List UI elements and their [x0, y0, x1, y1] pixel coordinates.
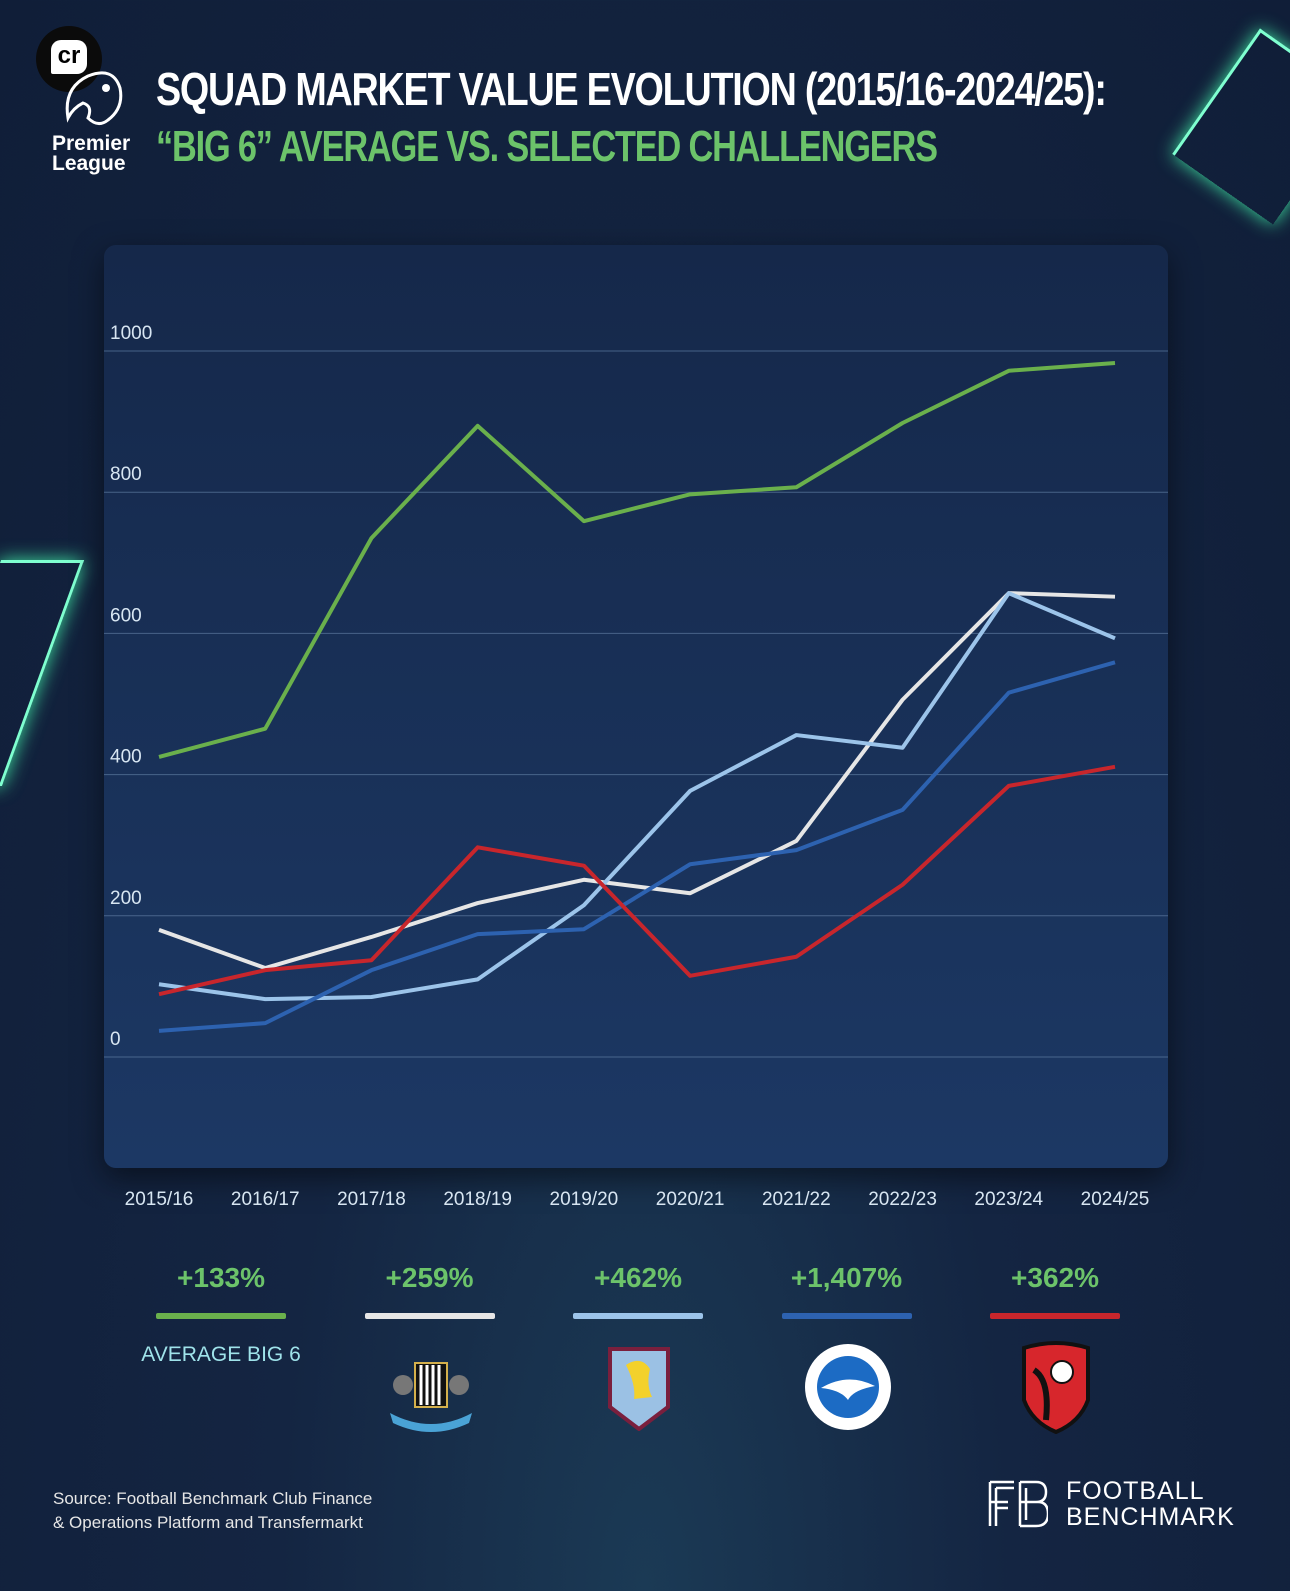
x-tick-label: 2023/24 — [974, 1189, 1043, 1210]
y-tick-label: 400 — [110, 747, 142, 768]
source-line: & Operations Platform and Transfermarkt — [53, 1513, 363, 1532]
x-tick-label: 2024/25 — [1081, 1189, 1150, 1210]
legend-change-label: +1,407% — [790, 1262, 903, 1293]
brand-line: BENCHMARK — [1066, 1503, 1235, 1531]
newcastle-badge-icon — [390, 1362, 472, 1432]
x-tick-label: 2022/23 — [868, 1189, 937, 1210]
x-tick-label: 2015/16 — [125, 1189, 194, 1210]
y-tick-label: 1000 — [110, 323, 152, 344]
y-tick-label: 600 — [110, 605, 142, 626]
brand-line: FOOTBALL — [1066, 1477, 1205, 1505]
football-benchmark-brand: FOOTBALL BENCHMARK — [1066, 1478, 1235, 1530]
series-line-average-big-6 — [158, 361, 1116, 759]
y-tick-label: 800 — [110, 464, 142, 485]
x-tick-label: 2018/19 — [443, 1189, 512, 1210]
series-line-brighton-hove-albion — [158, 660, 1116, 1033]
series-line-newcastle-united — [158, 591, 1116, 971]
x-tick-label: 2019/20 — [550, 1189, 619, 1210]
source-line: Source: Football Benchmark Club Finance — [53, 1489, 373, 1508]
x-tick-label: 2017/18 — [337, 1189, 406, 1210]
legend-change-label: +259% — [385, 1262, 474, 1293]
legend-change-label: +362% — [1011, 1262, 1099, 1293]
series-line-aston-villa — [158, 591, 1116, 1002]
legend-color-swatch — [990, 1313, 1120, 1319]
series-line-afc-bournemouth — [158, 764, 1116, 997]
premier-league-logo-text: Premier League — [52, 132, 131, 175]
legend-change-label: +133% — [177, 1262, 265, 1293]
page-subtitle: “BIG 6” AVERAGE VS. SELECTED CHALLENGERS — [156, 122, 938, 171]
football-benchmark-logo-icon — [988, 1480, 1048, 1528]
bournemouth-badge-icon — [1022, 1341, 1090, 1434]
corner-logo: cr — [36, 26, 102, 92]
brighton-badge-icon — [805, 1344, 891, 1430]
line-chart: 0 200 400 600 800 1000 2015/16 2016/17 2017/18 20… — [104, 323, 1168, 1210]
premier-league-lion-icon — [65, 71, 123, 125]
y-tick-label: 200 — [110, 888, 142, 909]
aston-villa-badge-icon — [608, 1347, 670, 1431]
legend-color-swatch — [364, 1313, 495, 1319]
legend-color-swatch — [781, 1313, 912, 1319]
x-tick-label: 2021/22 — [762, 1189, 831, 1210]
legend-average-big6-label: AVERAGE BIG 6 — [141, 1343, 301, 1366]
x-tick-label: 2016/17 — [231, 1189, 300, 1210]
legend-change-label: +462% — [594, 1262, 682, 1293]
legend-color-swatch — [573, 1313, 703, 1319]
y-tick-label: 0 — [110, 1029, 121, 1050]
x-tick-label: 2020/21 — [656, 1189, 725, 1210]
page-title: SQUAD MARKET VALUE EVOLUTION (2015/16-20… — [156, 63, 1107, 115]
legend-color-swatch — [156, 1313, 286, 1319]
source-note: Source: Football Benchmark Club Finance &… — [53, 1487, 372, 1535]
